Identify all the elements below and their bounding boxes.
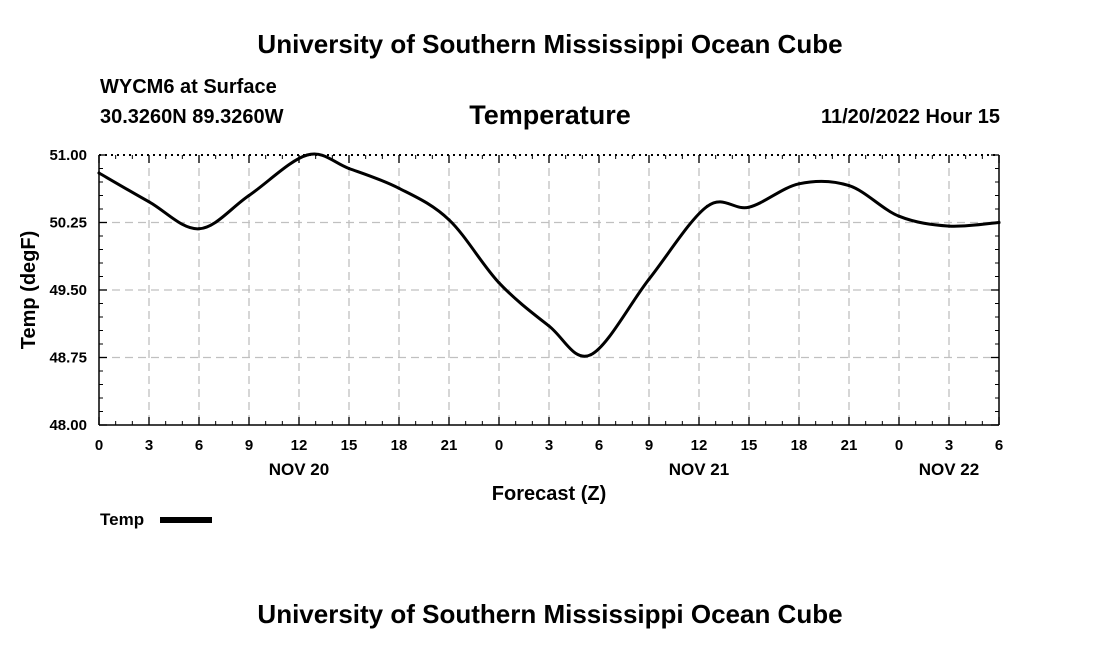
temp-data-point [347, 167, 351, 170]
x-tick-label: 6 [595, 437, 603, 454]
x-tick-label: 6 [195, 437, 203, 454]
station-label: WYCM6 at Surface [100, 76, 277, 98]
x-tick-label: 12 [691, 437, 708, 454]
x-tick-label: 12 [291, 437, 308, 454]
legend-label: Temp [100, 510, 144, 529]
temp-data-point [397, 186, 401, 190]
temp-data-point [947, 224, 951, 228]
x-tick-label: 0 [495, 437, 503, 454]
temp-data-point [705, 204, 709, 208]
y-tick-label: 48.00 [49, 417, 87, 434]
temp-data-point [197, 227, 201, 231]
chart-header-title: University of Southern Mississippi Ocean… [257, 29, 843, 59]
chart-footer-title: University of Southern Mississippi Ocean… [257, 599, 843, 629]
x-tick-label: 3 [945, 437, 953, 454]
temp-data-point [147, 200, 151, 204]
day-label: NOV 21 [669, 460, 729, 479]
temp-data-point [997, 221, 1001, 224]
y-tick-label: 50.25 [49, 215, 87, 232]
temp-data-point [305, 153, 309, 157]
temp-data-point [97, 171, 101, 175]
x-tick-label: 9 [245, 437, 253, 454]
temp-data-point [497, 281, 501, 285]
y-tick-label: 49.50 [49, 282, 87, 299]
valid-time-label: 11/20/2022 Hour 15 [820, 106, 1000, 128]
label-layer: 0 3 6 9 12 15 18 21 0 3 6 9 12 15 18 21 0 3 6 48.00 48.75 49.… [18, 147, 1003, 529]
x-tick-label: 3 [545, 437, 553, 454]
x-tick-label: 15 [341, 437, 358, 454]
x-tick-label: 0 [95, 437, 103, 454]
temp-data-point [747, 205, 751, 209]
x-tick-label: 18 [791, 437, 808, 454]
axis-layer [98, 154, 1000, 426]
temp-data-point [897, 214, 901, 218]
day-label: NOV 22 [919, 460, 979, 479]
series-layer [97, 152, 1001, 358]
y-tick-label: 51.00 [49, 147, 87, 164]
coordinates-label: 30.3260N 89.3260W [100, 106, 284, 128]
y-axis-title: Temp (degF) [18, 231, 40, 350]
x-tick-label: 6 [995, 437, 1003, 454]
temp-data-point [797, 182, 801, 186]
y-tick-label: 48.75 [49, 350, 87, 367]
temp-data-point [447, 218, 451, 222]
temp-data-point [247, 194, 251, 197]
x-axis-title: Forecast (Z) [492, 483, 606, 505]
day-label: NOV 20 [269, 460, 329, 479]
x-tick-label: 3 [145, 437, 153, 454]
x-tick-label: 15 [741, 437, 758, 454]
temp-data-point [589, 353, 593, 357]
x-tick-label: 18 [391, 437, 408, 454]
x-tick-label: 9 [645, 437, 653, 454]
temp-data-point [547, 324, 551, 328]
x-tick-label: 0 [895, 437, 903, 454]
temp-data-point [847, 184, 851, 188]
x-tick-label: 21 [441, 437, 458, 454]
grid-layer [99, 154, 999, 425]
parameter-title: Temperature [469, 100, 631, 130]
x-tick-label: 21 [841, 437, 858, 454]
temp-data-point [647, 277, 651, 281]
